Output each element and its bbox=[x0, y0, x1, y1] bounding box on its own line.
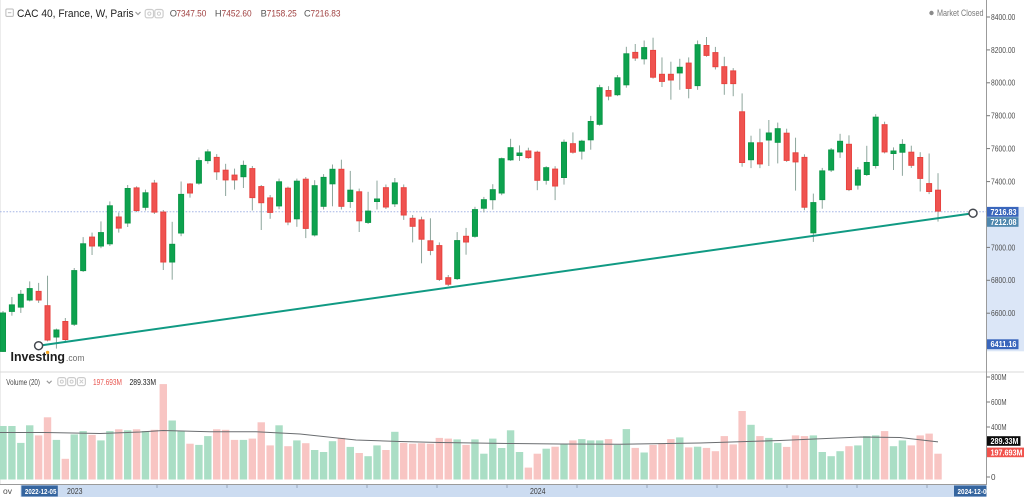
svg-text:6600.00: 6600.00 bbox=[991, 309, 1016, 318]
svg-text:6411.16: 6411.16 bbox=[991, 340, 1017, 349]
svg-text:C: C bbox=[304, 9, 311, 19]
svg-text:400M: 400M bbox=[991, 423, 1007, 432]
svg-text:600M: 600M bbox=[991, 398, 1007, 407]
svg-text:7800.00: 7800.00 bbox=[991, 112, 1016, 121]
svg-text:H: H bbox=[215, 9, 222, 19]
svg-text:Volume (20): Volume (20) bbox=[6, 377, 40, 387]
svg-text:7158.25: 7158.25 bbox=[267, 9, 297, 19]
svg-text:2024-12-0: 2024-12-0 bbox=[958, 487, 987, 496]
svg-text:289.33M: 289.33M bbox=[991, 437, 1019, 446]
svg-text:289.33M: 289.33M bbox=[130, 377, 157, 387]
svg-text:CAC 40, France, W, Paris: CAC 40, France, W, Paris bbox=[17, 8, 134, 20]
svg-text:0: 0 bbox=[991, 473, 996, 482]
svg-text:8400.00: 8400.00 bbox=[991, 13, 1016, 22]
svg-text:7000.00: 7000.00 bbox=[991, 243, 1016, 252]
svg-text:2024: 2024 bbox=[530, 486, 546, 496]
svg-text:7216.83: 7216.83 bbox=[991, 208, 1017, 217]
svg-text:7347.50: 7347.50 bbox=[176, 9, 206, 19]
svg-text:197.693M: 197.693M bbox=[93, 377, 122, 387]
svg-text:7216.83: 7216.83 bbox=[311, 9, 341, 19]
svg-text:8000.00: 8000.00 bbox=[991, 79, 1016, 88]
svg-text:7400.00: 7400.00 bbox=[991, 178, 1016, 187]
svg-text:6800.00: 6800.00 bbox=[991, 276, 1016, 285]
svg-text:7452.60: 7452.60 bbox=[222, 9, 252, 19]
svg-text:197.693M: 197.693M bbox=[991, 448, 1023, 457]
svg-text:.com: .com bbox=[66, 353, 84, 364]
svg-text:Investing: Investing bbox=[11, 349, 66, 364]
svg-text:Market Closed: Market Closed bbox=[937, 8, 984, 18]
svg-text:8200.00: 8200.00 bbox=[991, 46, 1016, 55]
svg-text:7600.00: 7600.00 bbox=[991, 145, 1016, 154]
svg-text:2023: 2023 bbox=[67, 486, 83, 496]
svg-text:B: B bbox=[261, 9, 267, 19]
svg-text:ov: ov bbox=[3, 486, 13, 496]
svg-text:7212.08: 7212.08 bbox=[991, 218, 1017, 227]
svg-text:O: O bbox=[170, 9, 177, 19]
svg-text:800M: 800M bbox=[991, 373, 1007, 382]
svg-text:2022-12-05: 2022-12-05 bbox=[25, 487, 57, 496]
